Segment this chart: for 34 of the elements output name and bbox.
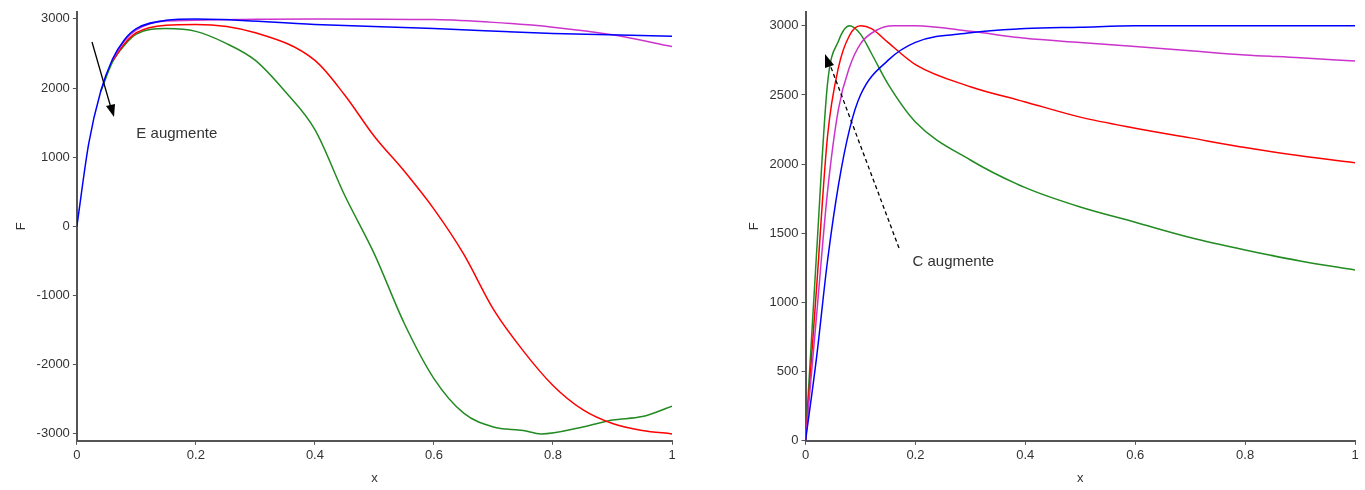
x-tick-label: 0.4 xyxy=(1016,447,1035,463)
x-tick-label: 0 xyxy=(801,447,810,463)
y-tick-label: 2000 xyxy=(769,155,799,171)
x-tick-label: 0.8 xyxy=(543,447,563,463)
line-series xyxy=(111,18,672,61)
x-tick-label: 0.6 xyxy=(424,447,443,463)
x-tick-label: 0.2 xyxy=(186,447,205,463)
x-tick-label: 0.6 xyxy=(1126,447,1145,463)
y-axis-title: F xyxy=(13,222,29,231)
y-tick-label: -3000 xyxy=(36,425,70,441)
annotation: C augmente xyxy=(912,251,995,269)
x-tick-label: 0.4 xyxy=(305,447,324,463)
y-tick-label: 3000 xyxy=(40,10,70,26)
x-axis-title: x xyxy=(371,469,379,485)
y-tick-label: 0 xyxy=(791,432,799,448)
y-tick-label: -2000 xyxy=(36,356,70,372)
y-tick-label: 0 xyxy=(62,217,70,233)
y-tick-label: 1000 xyxy=(769,294,799,310)
y-axis-title: F xyxy=(746,222,762,231)
x-tick-label: 1 xyxy=(668,447,676,463)
y-tick-label: 500 xyxy=(776,363,799,379)
y-tick-label: 1500 xyxy=(769,224,799,240)
x-tick-label: 0.2 xyxy=(906,447,925,463)
y-tick-label: 3000 xyxy=(769,17,799,33)
y-tick-label: 1000 xyxy=(40,148,70,164)
x-tick-label: 1 xyxy=(1351,447,1359,463)
x-axis-title: x xyxy=(1077,469,1085,485)
y-tick-label: -1000 xyxy=(36,287,70,303)
y-tick-label: 2000 xyxy=(40,79,70,95)
x-tick-label: 0.8 xyxy=(1236,447,1255,463)
line-series xyxy=(76,18,672,228)
x-tick-label: 0 xyxy=(73,447,81,463)
y-tick-label: 2500 xyxy=(769,86,799,102)
annotation: E augmente xyxy=(136,124,218,142)
